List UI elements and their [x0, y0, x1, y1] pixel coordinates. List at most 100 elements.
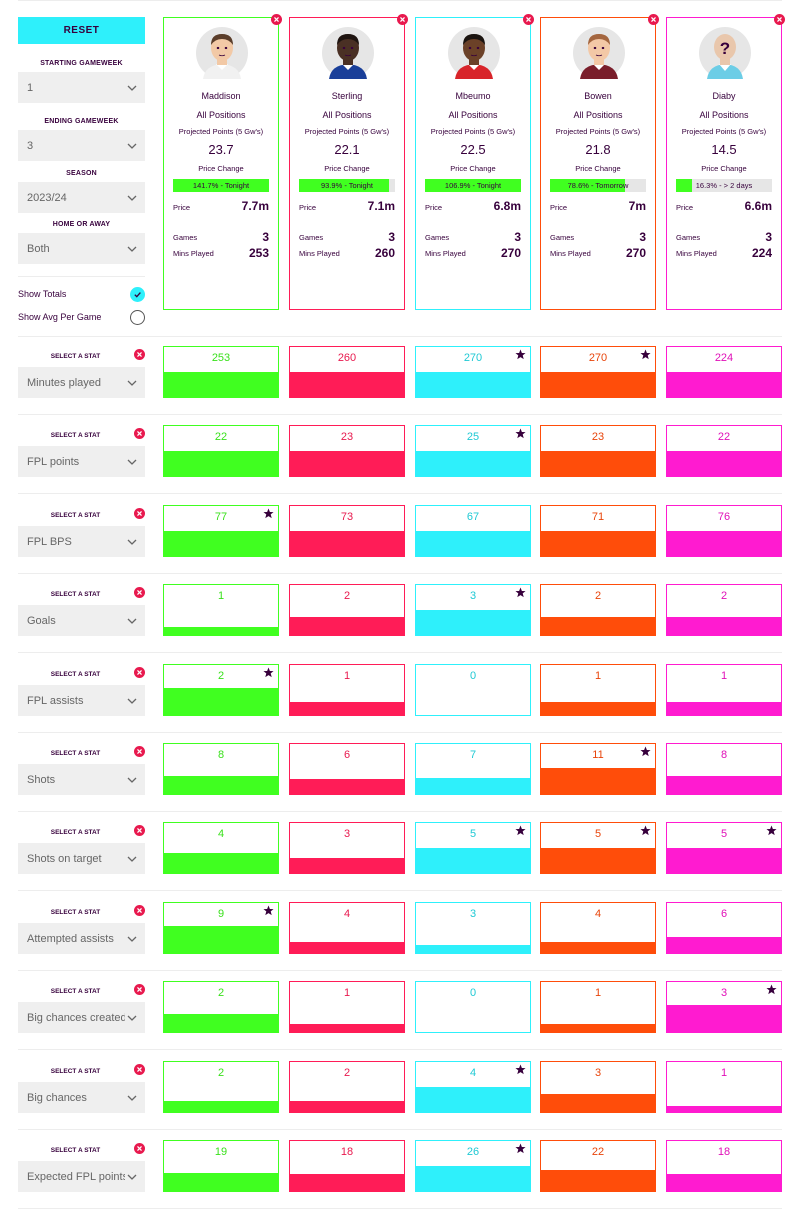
remove-stat-close-icon[interactable] [134, 1143, 145, 1154]
show-totals-radio[interactable] [130, 286, 145, 302]
ending-gameweek-select[interactable]: 3 [18, 130, 145, 161]
show-totals-toggle[interactable]: Show Totals [18, 285, 145, 303]
projected-points-value: 23.7 [208, 142, 234, 157]
stat-value: 73 [340, 511, 354, 523]
stat-value: 9 [217, 908, 225, 920]
chevron-down-icon [127, 85, 137, 91]
projected-points-label: Projected Points (5 Gw's) [555, 127, 641, 136]
stat-value-box: 25 [415, 425, 531, 477]
stat-select[interactable]: Expected FPL points [18, 1161, 145, 1192]
stat-bar-fill [164, 1013, 278, 1032]
mins-played-value: 270 [625, 246, 646, 260]
remove-player-close-icon[interactable] [774, 14, 785, 25]
stat-select-value: Attempted assists [27, 932, 114, 945]
ending-gameweek-value: 3 [27, 139, 34, 152]
stat-select[interactable]: FPL BPS [18, 526, 145, 557]
season-select[interactable]: 2023/24 [18, 182, 145, 213]
stat-value: 0 [469, 987, 477, 999]
star-icon [515, 825, 526, 836]
remove-stat-close-icon[interactable] [134, 428, 145, 439]
remove-stat-close-icon[interactable] [134, 1064, 145, 1075]
star-icon [640, 825, 651, 836]
remove-stat-close-icon[interactable] [134, 349, 145, 360]
home-away-value: Both [27, 242, 50, 255]
star-icon [263, 508, 274, 519]
stat-value-box: 71 [540, 505, 656, 557]
show-avg-toggle[interactable]: Show Avg Per Game [18, 308, 145, 326]
stat-value-box: 270 [540, 346, 656, 398]
remove-stat-close-icon[interactable] [134, 508, 145, 519]
stat-value-box: 5 [540, 822, 656, 874]
stat-value: 5 [594, 828, 602, 840]
stat-select[interactable]: FPL points [18, 446, 145, 477]
stat-value: 18 [717, 1146, 731, 1158]
svg-text:?: ? [720, 39, 730, 58]
stat-select[interactable]: Minutes played [18, 367, 145, 398]
remove-stat-close-icon[interactable] [134, 587, 145, 598]
projected-points-value: 22.5 [460, 142, 486, 157]
stat-select[interactable]: Shots on target [18, 843, 145, 874]
stat-select[interactable]: Attempted assists [18, 923, 145, 954]
stat-value: 6 [720, 908, 728, 920]
stat-bar-fill [416, 531, 530, 556]
price-change-text: 78.6% - Tomorrow [567, 181, 629, 190]
stat-bar-fill [416, 372, 530, 397]
stat-value: 25 [466, 431, 480, 443]
select-stat-label: SELECT A STAT [50, 1147, 101, 1154]
remove-player-close-icon[interactable] [648, 14, 659, 25]
stat-value-box: 2 [666, 584, 782, 636]
chevron-down-icon [127, 246, 137, 252]
stat-value-box: 2 [289, 1061, 405, 1113]
check-icon [134, 291, 141, 298]
starting-gameweek-select[interactable]: 1 [18, 72, 145, 103]
remove-stat-close-icon[interactable] [134, 984, 145, 995]
divider [18, 1049, 782, 1050]
stat-select[interactable]: Big chances [18, 1082, 145, 1113]
stat-select[interactable]: Big chances created [18, 1002, 145, 1033]
stat-value: 2 [343, 590, 351, 602]
stat-value: 11 [592, 749, 604, 761]
remove-player-close-icon[interactable] [397, 14, 408, 25]
stat-select[interactable]: Shots [18, 764, 145, 795]
stat-value: 3 [343, 828, 351, 840]
price-change-text: 16.3% - > 2 days [695, 181, 753, 190]
stat-value: 77 [214, 511, 228, 523]
remove-player-close-icon[interactable] [271, 14, 282, 25]
remove-player-close-icon[interactable] [523, 14, 534, 25]
stat-value: 2 [343, 1067, 351, 1079]
star-icon [515, 349, 526, 360]
star-icon [640, 746, 651, 757]
projected-points-value: 22.1 [334, 142, 360, 157]
stat-select[interactable]: FPL assists [18, 685, 145, 716]
divider [18, 414, 782, 415]
player-avatar [573, 27, 625, 79]
stat-value-box: 77 [163, 505, 279, 557]
remove-stat-close-icon[interactable] [134, 905, 145, 916]
stat-value-box: 4 [415, 1061, 531, 1113]
chevron-down-icon [127, 618, 137, 624]
stat-bar-fill [541, 767, 655, 794]
stat-select-value: Goals [27, 614, 56, 627]
stat-value-box: 67 [415, 505, 531, 557]
stat-bar-fill [290, 858, 404, 873]
stat-select[interactable]: Goals [18, 605, 145, 636]
stat-value: 19 [214, 1146, 228, 1158]
select-stat-label: SELECT A STAT [50, 671, 101, 678]
stat-bar-fill [164, 775, 278, 794]
stat-value-box: 1 [289, 981, 405, 1033]
remove-stat-close-icon[interactable] [134, 667, 145, 678]
stat-value: 7 [469, 749, 477, 761]
chevron-down-icon [127, 698, 137, 704]
select-stat-label: SELECT A STAT [50, 829, 101, 836]
stat-value-box: 3 [666, 981, 782, 1033]
reset-button[interactable]: RESET [18, 17, 145, 44]
remove-stat-close-icon[interactable] [134, 825, 145, 836]
show-avg-radio[interactable] [130, 309, 145, 325]
stat-value: 18 [340, 1146, 354, 1158]
price-change-label: Price Change [324, 164, 370, 173]
stat-value: 5 [469, 828, 477, 840]
projected-points-label: Projected Points (5 Gw's) [430, 127, 516, 136]
remove-stat-close-icon[interactable] [134, 746, 145, 757]
divider [18, 493, 782, 494]
home-away-select[interactable]: Both [18, 233, 145, 264]
